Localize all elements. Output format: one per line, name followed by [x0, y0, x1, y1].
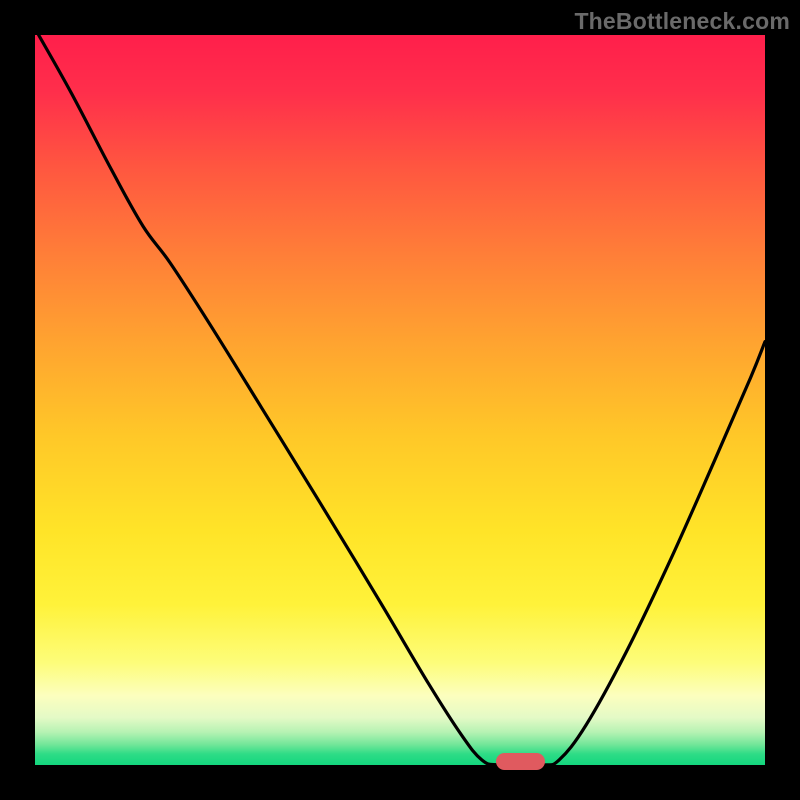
plot-area: [35, 35, 765, 765]
watermark-text: TheBottleneck.com: [574, 8, 790, 35]
optimal-marker: [496, 753, 546, 771]
bottleneck-curve: [35, 35, 765, 765]
